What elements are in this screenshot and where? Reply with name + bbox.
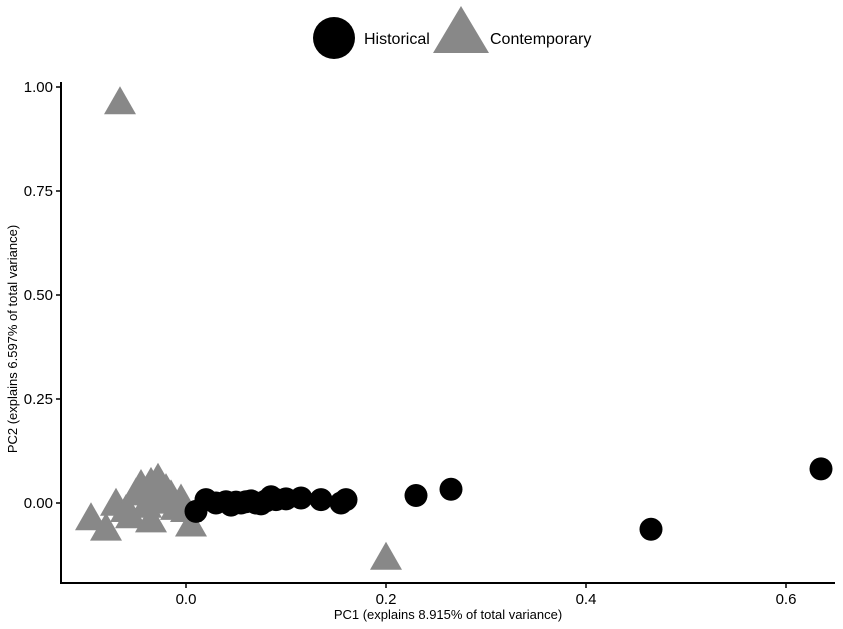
historical-point — [809, 457, 833, 481]
legend-marker-historical — [313, 17, 355, 59]
legend-marker-contemporary — [433, 6, 489, 53]
historical-point — [439, 477, 463, 501]
data-points — [75, 86, 833, 570]
y-tick-label: 0.75 — [24, 183, 53, 200]
x-tick-label: 0.2 — [376, 591, 397, 608]
x-tick-label: 0.6 — [776, 591, 797, 608]
historical-point — [334, 488, 358, 512]
y-tick-label: 0.00 — [24, 495, 53, 512]
legend-label-contemporary: Contemporary — [490, 31, 591, 48]
y-axis-title: PC2 (explains 6.597% of total variance) — [5, 225, 20, 453]
legend-label-historical: Historical — [364, 31, 430, 48]
contemporary-point — [75, 502, 107, 531]
x-tick-label: 0.0 — [176, 591, 197, 608]
x-tick-label: 0.4 — [576, 591, 597, 608]
historical-point — [289, 486, 313, 510]
x-ticks: 0.0 0.2 0.4 0.6 — [176, 583, 797, 608]
y-tick-label: 0.25 — [24, 391, 53, 408]
y-ticks: 0.00 0.25 0.50 0.75 1.00 — [24, 79, 61, 512]
contemporary-point — [90, 512, 122, 541]
axes — [60, 82, 835, 584]
y-tick-label: 1.00 — [24, 79, 53, 96]
contemporary-point — [115, 500, 147, 529]
y-tick-label: 0.50 — [24, 287, 53, 304]
historical-point — [309, 488, 333, 512]
legend: Historical Contemporary — [313, 6, 591, 59]
historical-point — [404, 484, 428, 508]
contemporary-point — [175, 508, 207, 537]
x-axis-title: PC1 (explains 8.915% of total variance) — [334, 607, 562, 622]
contemporary-point — [370, 541, 402, 570]
contemporary-point — [104, 86, 136, 115]
historical-point — [639, 517, 663, 541]
